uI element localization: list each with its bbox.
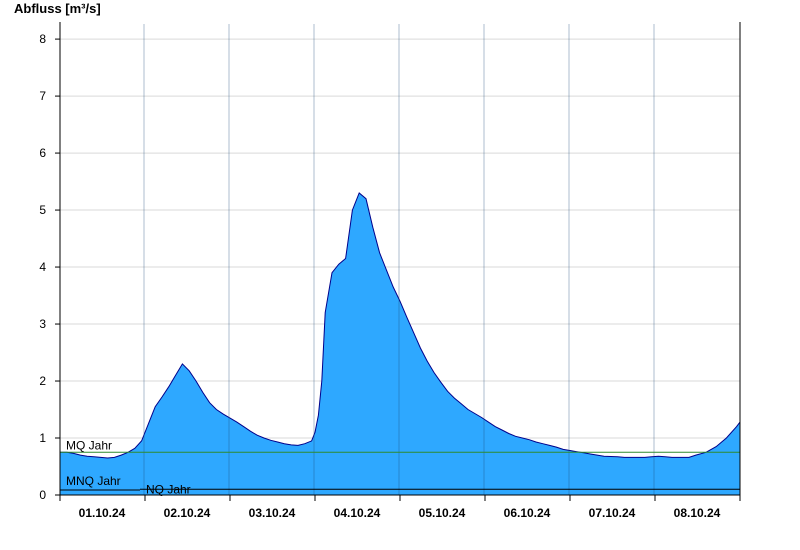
y-tick-label: 6	[39, 146, 46, 160]
chart-area	[60, 192, 741, 495]
y-tick-label: 1	[39, 431, 46, 445]
x-tick-label: 03.10.24	[249, 506, 296, 520]
y-tick-label: 5	[39, 203, 46, 217]
x-tick-label: 04.10.24	[334, 506, 381, 520]
chart-reference-lines: MQ Jahr MNQ Jahr NQ Jahr	[60, 438, 740, 496]
y-tick-label: 3	[39, 317, 46, 331]
y-tick-label: 2	[39, 374, 46, 388]
y-tick-label: 7	[39, 89, 46, 103]
y-tick-label: 8	[39, 32, 46, 46]
nq-label: NQ Jahr	[146, 482, 191, 496]
x-tick-label: 02.10.24	[164, 506, 211, 520]
y-axis-label: Abfluss [m³/s]	[14, 1, 101, 16]
y-tick-label: 4	[39, 260, 46, 274]
y-tick-label: 0	[39, 488, 46, 502]
x-tick-label: 06.10.24	[504, 506, 551, 520]
chart-ticks: 0 1 2 3 4 5 6 7 8 01.10.24 02.10.24 03.10.24 04.10.2…	[39, 32, 741, 520]
mnq-label: MNQ Jahr	[66, 474, 121, 488]
x-tick-label: 07.10.24	[589, 506, 636, 520]
x-tick-label: 05.10.24	[419, 506, 466, 520]
chart-day-lines	[143, 24, 655, 495]
series-line	[60, 192, 741, 459]
area-fill	[60, 193, 740, 495]
x-tick-label: 08.10.24	[674, 506, 721, 520]
x-tick-label: 01.10.24	[79, 506, 126, 520]
mq-label: MQ Jahr	[66, 438, 112, 452]
